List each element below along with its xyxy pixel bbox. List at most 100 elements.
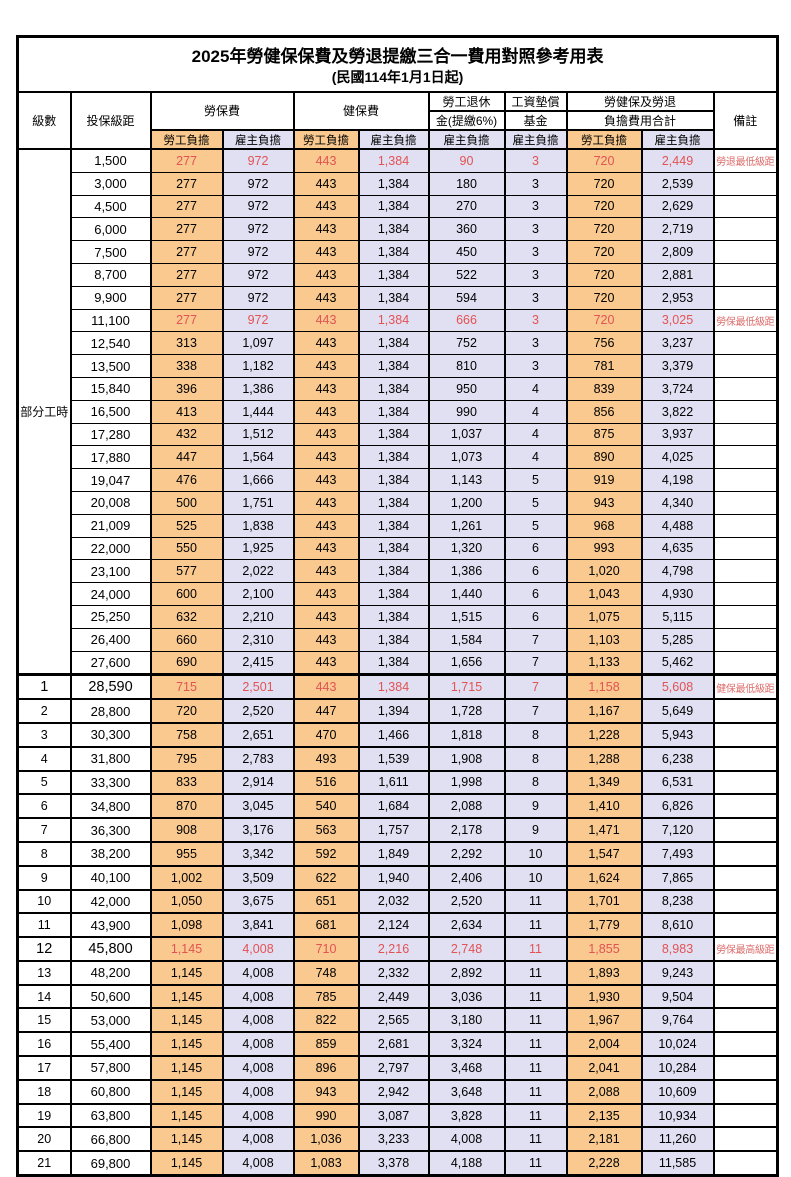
labor-employer-cell: 1,751	[221, 490, 295, 515]
table-row: 21 69,800 1,145 4,008 1,083 3,378 4,188 11 2,228…	[16, 1150, 779, 1177]
labor-employer-cell: 4,008	[221, 1031, 295, 1058]
subheader-labor-employer: 雇主負擔	[221, 129, 295, 150]
health-employer-cell: 1,384	[357, 513, 430, 538]
total-employer-cell: 11,260	[640, 1126, 715, 1153]
pension-employer-cell: 3,828	[427, 1102, 506, 1129]
wagefund-employer-cell: 11	[503, 936, 568, 962]
wagefund-employer-cell: 4	[503, 422, 568, 447]
total-employer-cell: 2,719	[640, 217, 715, 242]
table-row: 4 31,800 795 2,783 493 1,539 1,908 8 1,288 6,238	[16, 745, 779, 772]
pension-employer-cell: 360	[427, 217, 506, 242]
labor-employer-cell: 4,008	[221, 1126, 295, 1153]
total-employer-cell: 5,608	[640, 673, 715, 701]
wagefund-employer-cell: 6	[503, 559, 568, 584]
health-employee-cell: 540	[292, 793, 360, 820]
health-employee-cell: 443	[292, 240, 360, 264]
health-employee-cell: 822	[292, 1007, 360, 1034]
remark-cell	[712, 1031, 779, 1058]
table-row: 24,000 600 2,100 443 1,384 1,440 6 1,043 4,930	[18, 582, 779, 606]
labor-employer-cell: 972	[221, 217, 295, 242]
health-employee-cell: 443	[292, 513, 360, 538]
health-employee-cell: 710	[292, 936, 360, 962]
bracket-cell: 25,250	[69, 604, 152, 629]
total-employer-cell: 5,285	[640, 627, 715, 652]
total-employee-cell: 1,471	[565, 817, 643, 843]
table-row: 21,009 525 1,838 443 1,384 1,261 5 968 4,488	[18, 513, 779, 538]
total-employer-cell: 5,115	[640, 604, 715, 629]
labor-employer-cell: 2,651	[221, 721, 295, 748]
header-remark: 備註	[712, 91, 779, 150]
health-employee-cell: 443	[292, 376, 360, 401]
health-employer-cell: 1,384	[357, 490, 430, 515]
wagefund-employer-cell: 3	[503, 240, 568, 264]
labor-employee-cell: 277	[149, 285, 224, 310]
total-employee-cell: 968	[565, 513, 643, 538]
table-row: 19 63,800 1,145 4,008 990 3,087 3,828 11 2,135 10…	[16, 1102, 779, 1129]
bracket-cell: 53,000	[69, 1007, 152, 1034]
health-employee-cell: 443	[292, 445, 360, 470]
remark-cell	[712, 1102, 779, 1129]
pension-employer-cell: 1,515	[427, 604, 506, 629]
bracket-cell: 31,800	[69, 745, 152, 772]
labor-employee-cell: 715	[149, 673, 224, 701]
health-employee-cell: 443	[292, 559, 360, 584]
bracket-cell: 40,100	[69, 864, 152, 891]
remark-cell	[712, 817, 779, 843]
labor-employer-cell: 972	[221, 194, 295, 219]
pension-employer-cell: 1,261	[427, 513, 506, 538]
total-employer-cell: 3,724	[640, 376, 715, 401]
header-total-line1: 勞健保及勞退	[565, 91, 715, 112]
subheader-health-employee: 勞工負擔	[292, 129, 360, 150]
health-employer-cell: 1,384	[357, 331, 430, 356]
table-row: 15,840 396 1,386 443 1,384 950 4 839 3,724	[18, 376, 779, 401]
bracket-cell: 20,008	[69, 490, 152, 515]
labor-employer-cell: 2,100	[221, 582, 295, 606]
total-employer-cell: 2,629	[640, 194, 715, 219]
labor-employer-cell: 4,008	[221, 1102, 295, 1129]
remark-cell	[712, 194, 779, 219]
table-row: 20 66,800 1,145 4,008 1,036 3,233 4,008 11 2,181…	[16, 1126, 779, 1153]
bracket-cell: 42,000	[69, 888, 152, 915]
health-employee-cell: 943	[292, 1078, 360, 1105]
pension-employer-cell: 1,073	[427, 445, 506, 470]
pension-employer-cell: 2,292	[427, 840, 506, 867]
table-row: 8,700 277 972 443 1,384 522 3 720 2,881	[18, 262, 779, 287]
fee-reference-sheet: 2025年勞健保保費及勞退提繳三合一費用對照參考用表 (民國114年1月1日起)…	[16, 35, 780, 1177]
labor-employer-cell: 4,008	[221, 959, 295, 986]
wagefund-employer-cell: 4	[503, 399, 568, 424]
total-employee-cell: 993	[565, 536, 643, 561]
level-cell: 20	[16, 1126, 72, 1153]
pension-employer-cell: 1,715	[427, 673, 506, 701]
labor-employer-cell: 4,008	[221, 1007, 295, 1034]
total-employee-cell: 1,288	[565, 745, 643, 772]
table-row: 14 50,600 1,145 4,008 785 2,449 3,036 11 1,930 9,…	[16, 983, 779, 1010]
table-row: 9 40,100 1,002 3,509 622 1,940 2,406 10 1,624 7,8…	[16, 864, 779, 891]
total-employee-cell: 1,967	[565, 1007, 643, 1034]
wagefund-employer-cell: 11	[503, 983, 568, 1010]
total-employer-cell: 4,635	[640, 536, 715, 561]
table-row: 6,000 277 972 443 1,384 360 3 720 2,719	[18, 217, 779, 242]
total-employee-cell: 1,167	[565, 698, 643, 724]
health-employee-cell: 859	[292, 1031, 360, 1058]
bracket-cell: 13,500	[69, 354, 152, 378]
wagefund-employer-cell: 4	[503, 445, 568, 470]
wagefund-employer-cell: 3	[503, 308, 568, 333]
total-employer-cell: 5,649	[640, 698, 715, 724]
remark-cell	[712, 513, 779, 538]
bracket-cell: 60,800	[69, 1078, 152, 1105]
total-employee-cell: 890	[565, 445, 643, 470]
remark-cell	[712, 864, 779, 891]
labor-employer-cell: 972	[221, 148, 295, 173]
table-row: 23,100 577 2,022 443 1,384 1,386 6 1,020 4,798	[18, 559, 779, 584]
labor-employee-cell: 600	[149, 582, 224, 606]
health-employer-cell: 1,384	[357, 285, 430, 310]
level-cell: 2	[16, 698, 72, 724]
labor-employer-cell: 1,925	[221, 536, 295, 561]
pension-employer-cell: 1,440	[427, 582, 506, 606]
health-employee-cell: 443	[292, 171, 360, 196]
total-employer-cell: 4,930	[640, 582, 715, 606]
health-employer-cell: 1,384	[357, 468, 430, 492]
labor-employee-cell: 1,145	[149, 1078, 224, 1105]
health-employer-cell: 2,942	[357, 1078, 430, 1105]
level-cell: 9	[16, 864, 72, 891]
